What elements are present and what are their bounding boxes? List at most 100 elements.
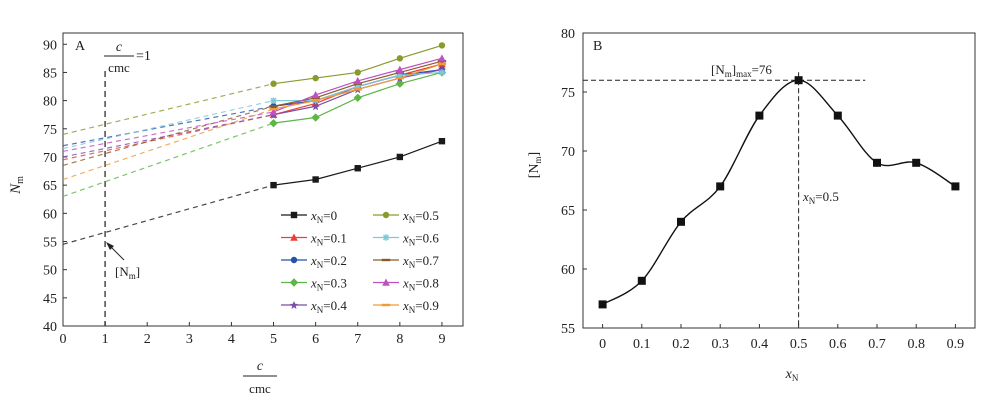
data-point <box>437 62 447 66</box>
nm-curve <box>602 79 956 306</box>
legend-label: xN=0.9 <box>402 298 439 315</box>
legend-marker <box>290 233 298 241</box>
data-point <box>396 65 404 73</box>
x-tick-label: 0.9 <box>947 337 965 352</box>
data-point <box>598 300 607 309</box>
data-point <box>438 69 446 76</box>
legend-marker <box>382 211 390 219</box>
data-point <box>354 165 361 172</box>
legend-marker <box>290 301 298 309</box>
y-tick-label: 90 <box>43 38 57 53</box>
panel-b-label: B <box>593 39 602 54</box>
x-tick-label: 0.7 <box>868 337 886 352</box>
x-tick-label: 0.1 <box>633 337 651 352</box>
annotation-xn: xN=0.5 <box>802 189 839 206</box>
x-tick-label: 0 <box>599 337 606 352</box>
legend-label: xN=0.7 <box>402 253 439 270</box>
data-point <box>312 176 319 183</box>
data-point <box>873 158 881 167</box>
x-tick-label: 0.4 <box>751 337 769 352</box>
series-extrapolation-line <box>62 83 274 136</box>
x-tick-label: 0.6 <box>829 337 847 352</box>
data-point <box>269 118 278 128</box>
data-point <box>912 158 921 167</box>
series-extrapolation-line <box>62 105 274 166</box>
data-point <box>354 69 361 76</box>
data-point <box>311 99 320 102</box>
data-point <box>354 83 361 90</box>
y-tick-label: 45 <box>43 292 57 307</box>
data-point <box>833 111 842 120</box>
data-point <box>270 80 277 87</box>
data-point <box>269 105 278 108</box>
legend-label: xN=0.5 <box>402 208 439 225</box>
legend-label: xN=0.8 <box>402 276 439 293</box>
legend-marker <box>382 234 390 241</box>
legend-marker <box>290 211 298 219</box>
x-tick-label: 2 <box>144 332 151 347</box>
panel-a-label: A <box>75 39 86 54</box>
y-tick-label: 65 <box>43 179 57 194</box>
data-point <box>311 102 320 111</box>
y-tick-label: 80 <box>561 27 575 42</box>
xlabel-numerator: c <box>257 359 264 374</box>
legend-label: xN=0.1 <box>310 231 347 248</box>
y-tick-label: 75 <box>43 123 57 138</box>
panel-a-ylabel: Nm <box>8 176 26 195</box>
data-point <box>395 79 405 88</box>
data-point <box>269 107 278 116</box>
y-tick-label: 75 <box>561 86 575 101</box>
data-point <box>637 276 646 285</box>
data-point <box>311 90 320 99</box>
legend-label: xN=0.6 <box>402 231 439 248</box>
x-tick-label: 7 <box>354 332 361 347</box>
y-tick-label: 70 <box>561 145 575 160</box>
y-tick-label: 55 <box>561 322 575 337</box>
data-point <box>396 55 404 62</box>
legend-marker <box>290 256 298 264</box>
data-point <box>396 72 404 79</box>
panel-b-xlabel: xN <box>785 367 799 383</box>
y-tick-label: 70 <box>43 151 57 166</box>
panel-b-ylabel: [Nm] <box>527 152 543 178</box>
legend-label: xN=0 <box>310 208 337 225</box>
y-tick-label: 40 <box>43 320 57 335</box>
x-tick-label: 0 <box>60 332 67 347</box>
annotation-nm: [Nm] <box>106 242 140 281</box>
panel-b-frame <box>582 32 976 329</box>
y-tick-label: 80 <box>43 95 57 110</box>
x-tick-label: 0.8 <box>907 337 925 352</box>
legend-marker <box>382 278 390 286</box>
legend-marker <box>381 258 391 262</box>
x-tick-label: 8 <box>396 332 403 347</box>
data-point <box>312 74 319 82</box>
data-point <box>794 76 803 85</box>
y-tick-label: 55 <box>43 235 57 250</box>
y-tick-label: 50 <box>43 264 57 279</box>
data-point <box>951 182 960 191</box>
y-tick-label: 60 <box>43 207 57 222</box>
y-tick-label: 65 <box>561 204 575 219</box>
series-extrapolation-line <box>62 108 274 181</box>
data-point <box>270 97 277 104</box>
series-extrapolation-line <box>62 122 274 197</box>
xlabel-denominator: cmc <box>249 381 271 396</box>
x-tick-label: 5 <box>270 332 277 347</box>
data-point <box>311 113 320 122</box>
data-point <box>677 217 685 226</box>
data-point <box>395 76 405 80</box>
data-point <box>716 182 725 191</box>
x-tick-label: 0.2 <box>672 337 690 352</box>
legend-label: xN=0.4 <box>310 298 347 315</box>
panel-a-xlabel: c cmc <box>243 359 277 396</box>
x-tick-label: 1 <box>102 332 109 347</box>
data-point <box>270 181 277 189</box>
legend-marker <box>381 303 391 307</box>
annotation-equals: =1 <box>136 49 151 64</box>
annotation-denominator: cmc <box>108 60 130 75</box>
series-extrapolation-line <box>62 105 274 147</box>
data-point <box>353 76 362 85</box>
x-tick-label: 3 <box>186 332 193 347</box>
series-extrapolation-line <box>62 100 274 150</box>
